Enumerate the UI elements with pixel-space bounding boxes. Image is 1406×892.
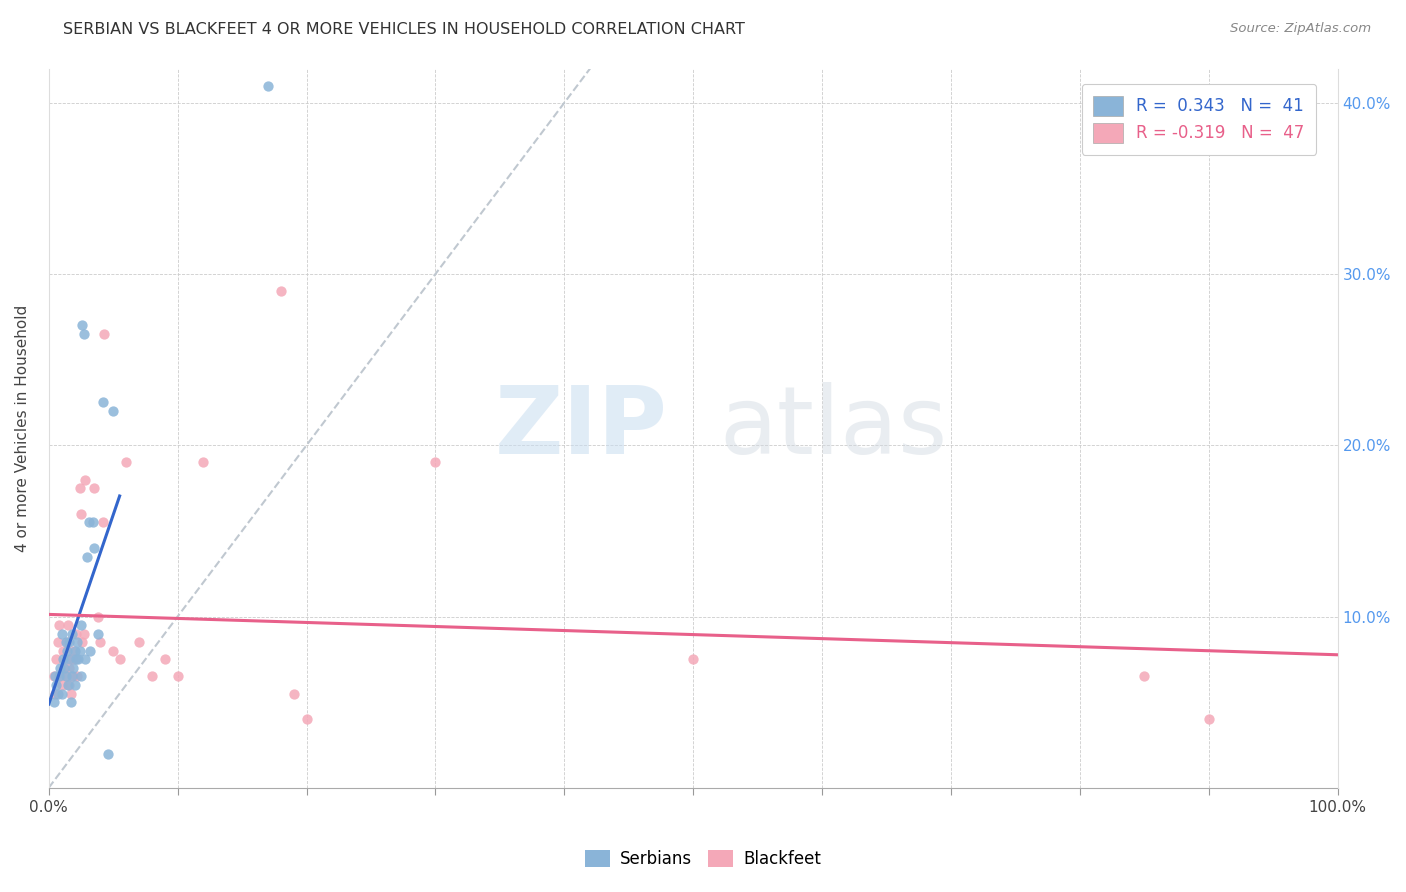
Point <box>48 618 70 632</box>
Point <box>44 669 66 683</box>
Point <box>1133 669 1156 683</box>
Point <box>66 635 89 649</box>
Point <box>87 626 110 640</box>
Point <box>425 455 447 469</box>
Point <box>55 669 77 683</box>
Point <box>58 678 80 692</box>
Point <box>45 652 67 666</box>
Point <box>44 687 66 701</box>
Text: ZIP: ZIP <box>495 382 668 475</box>
Point <box>62 644 84 658</box>
Point <box>46 687 69 701</box>
Point <box>51 678 73 692</box>
Point <box>82 516 104 530</box>
Point <box>1198 712 1220 726</box>
Point <box>62 669 84 683</box>
Point <box>53 661 76 675</box>
Point <box>59 695 82 709</box>
Point <box>60 669 83 683</box>
Point <box>72 635 94 649</box>
Point <box>48 669 70 683</box>
Point <box>63 652 86 666</box>
Point <box>67 652 90 666</box>
Point <box>91 516 114 530</box>
Point <box>72 326 94 341</box>
Point <box>55 652 77 666</box>
Point <box>55 669 77 683</box>
Point <box>153 652 176 666</box>
Point <box>59 687 82 701</box>
Point <box>77 516 100 530</box>
Point <box>108 652 131 666</box>
Point <box>103 404 125 418</box>
Point <box>91 395 114 409</box>
Point <box>62 661 84 675</box>
Point <box>72 318 94 333</box>
Point <box>56 644 79 658</box>
Point <box>257 78 280 93</box>
Point <box>49 669 72 683</box>
Point <box>73 473 96 487</box>
Point <box>83 481 105 495</box>
Point <box>97 747 120 761</box>
Point <box>66 669 89 683</box>
Point <box>70 618 93 632</box>
Point <box>51 626 73 640</box>
Point <box>166 669 188 683</box>
Point <box>52 644 75 658</box>
Text: Source: ZipAtlas.com: Source: ZipAtlas.com <box>1230 22 1371 36</box>
Point <box>56 635 79 649</box>
Point <box>53 661 76 675</box>
Point <box>70 669 93 683</box>
Point <box>103 644 125 658</box>
Legend: Serbians, Blackfeet: Serbians, Blackfeet <box>578 843 828 875</box>
Point <box>72 626 94 640</box>
Point <box>60 626 83 640</box>
Y-axis label: 4 or more Vehicles in Household: 4 or more Vehicles in Household <box>15 304 30 552</box>
Point <box>63 644 86 658</box>
Text: SERBIAN VS BLACKFEET 4 OR MORE VEHICLES IN HOUSEHOLD CORRELATION CHART: SERBIAN VS BLACKFEET 4 OR MORE VEHICLES … <box>63 22 745 37</box>
Point <box>283 687 305 701</box>
Point <box>682 652 704 666</box>
Point <box>87 609 110 624</box>
Point <box>141 669 163 683</box>
Point <box>76 549 98 564</box>
Point <box>56 678 79 692</box>
Point <box>55 635 77 649</box>
Point <box>52 652 75 666</box>
Point <box>49 661 72 675</box>
Point <box>89 635 111 649</box>
Point <box>295 712 318 726</box>
Point <box>193 455 215 469</box>
Point <box>60 652 83 666</box>
Point <box>73 652 96 666</box>
Point <box>51 687 73 701</box>
Point <box>70 507 93 521</box>
Point <box>58 635 80 649</box>
Point <box>69 644 91 658</box>
Point <box>128 635 150 649</box>
Point <box>63 678 86 692</box>
Point <box>115 455 138 469</box>
Point <box>79 644 101 658</box>
Point <box>56 618 79 632</box>
Point <box>58 661 80 675</box>
Point <box>46 635 69 649</box>
Legend: R =  0.343   N =  41, R = -0.319   N =  47: R = 0.343 N = 41, R = -0.319 N = 47 <box>1081 84 1316 154</box>
Point <box>42 695 65 709</box>
Point <box>83 541 105 555</box>
Text: atlas: atlas <box>718 382 948 475</box>
Point <box>42 669 65 683</box>
Point <box>65 652 87 666</box>
Point <box>270 284 292 298</box>
Point <box>58 652 80 666</box>
Point <box>93 326 115 341</box>
Point <box>65 626 87 640</box>
Point <box>69 481 91 495</box>
Point <box>45 678 67 692</box>
